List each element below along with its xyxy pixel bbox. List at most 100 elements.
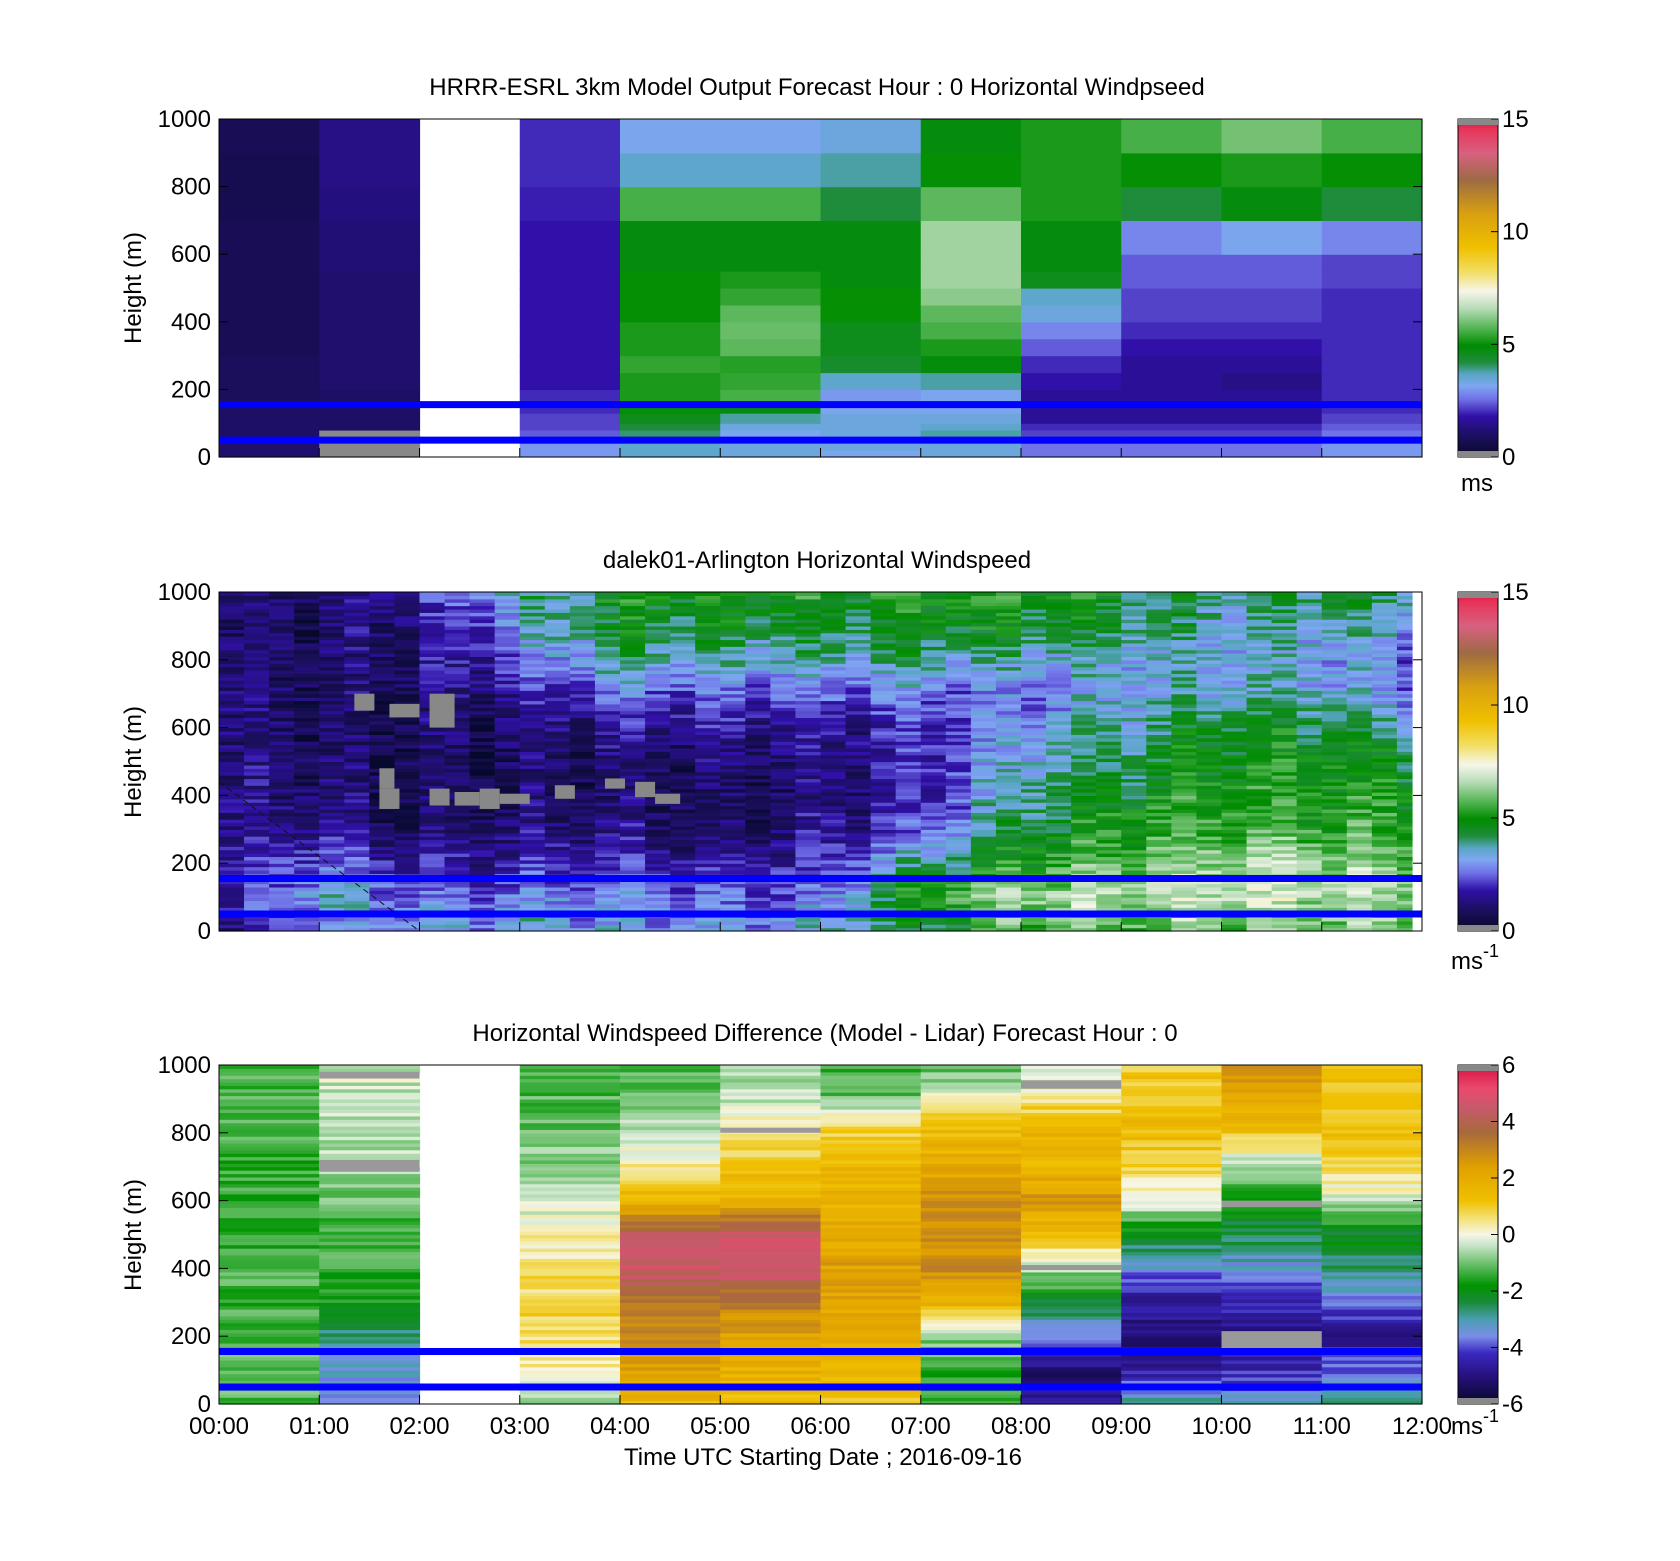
heatmap-cell — [920, 768, 947, 773]
heatmap-cell — [1096, 622, 1122, 627]
heatmap-cell — [1146, 856, 1172, 861]
heatmap-cell — [720, 907, 746, 912]
heatmap-cell — [820, 663, 847, 668]
heatmap-cell — [1321, 700, 1348, 705]
heatmap-cell — [820, 669, 847, 674]
heatmap-cell — [344, 612, 370, 617]
heatmap-cell — [319, 730, 345, 735]
heatmap-cell — [594, 629, 621, 634]
heatmap-cell — [344, 900, 370, 905]
heatmap-cell — [995, 598, 1022, 603]
heatmap-cell — [995, 836, 1022, 841]
heatmap-cell — [544, 700, 571, 705]
heatmap-cell — [1021, 615, 1047, 620]
heatmap-cell — [820, 886, 847, 891]
heatmap-cell — [920, 622, 947, 627]
heatmap-cell — [1321, 778, 1348, 783]
heatmap-cell — [1221, 734, 1248, 739]
heatmap-cell — [1296, 683, 1323, 688]
heatmap-cell — [1221, 429, 1323, 438]
heatmap-cell — [1271, 866, 1298, 871]
heatmap-cell — [519, 700, 546, 705]
heatmap-cell — [720, 866, 746, 871]
heatmap-cell — [995, 608, 1022, 613]
heatmap-cell — [845, 673, 872, 678]
heatmap-cell — [645, 629, 671, 634]
heatmap-cell — [294, 632, 320, 637]
heatmap-cell — [1346, 602, 1373, 607]
heatmap-cell — [244, 900, 270, 905]
heatmap-cell — [1096, 639, 1122, 644]
heatmap-cell — [720, 666, 746, 671]
heatmap-cell — [444, 703, 471, 708]
heatmap-cell — [895, 676, 922, 681]
heatmap-cell — [1271, 859, 1298, 864]
heatmap-cell — [1171, 853, 1198, 858]
heatmap-cell — [544, 653, 571, 658]
heatmap-cell — [594, 754, 621, 759]
heatmap-cell — [1021, 389, 1122, 404]
heatmap-cell — [1046, 622, 1072, 627]
heatmap-cell — [970, 880, 997, 885]
heatmap-cell — [494, 924, 521, 929]
heatmap-cell — [895, 805, 922, 810]
heatmap-cell — [494, 605, 521, 610]
heatmap-cell — [820, 629, 847, 634]
heatmap-cell — [344, 863, 370, 868]
heatmap-cell — [1096, 683, 1122, 688]
heatmap-cell — [820, 680, 847, 685]
heatmap-cell — [720, 602, 746, 607]
heatmap-cell — [469, 629, 496, 634]
heatmap-cell — [494, 778, 521, 783]
heatmap-cell — [620, 903, 646, 908]
heatmap-cell — [294, 615, 320, 620]
heatmap-cell — [770, 646, 797, 651]
heatmap-cell — [419, 673, 446, 678]
heatmap-cell — [770, 676, 797, 681]
heatmap-cell — [519, 727, 546, 732]
heatmap-cell — [1121, 629, 1147, 634]
heatmap-cell — [294, 629, 320, 634]
heatmap-cell — [620, 646, 646, 651]
heatmap-cell — [444, 595, 471, 600]
heatmap-cell — [1271, 592, 1298, 596]
heatmap-cell — [720, 615, 746, 620]
heatmap-cell — [795, 890, 822, 895]
heatmap-cell — [1321, 880, 1348, 885]
heatmap-cell — [1096, 863, 1122, 868]
heatmap-cell — [1246, 747, 1273, 752]
heatmap-cell — [1246, 927, 1273, 932]
heatmap-cell — [319, 744, 345, 749]
heatmap-cell — [494, 900, 521, 905]
heatmap-cell — [244, 903, 270, 908]
heatmap-cell — [1121, 649, 1147, 654]
heatmap-cell — [469, 720, 496, 725]
heatmap-cell — [444, 761, 471, 766]
heatmap-cell — [269, 842, 295, 847]
heatmap-cell — [645, 639, 671, 644]
heatmap-cell — [1346, 866, 1373, 871]
heatmap-cell — [419, 822, 446, 827]
heatmap-cell — [1146, 683, 1172, 688]
heatmap-cell — [1296, 741, 1323, 746]
heatmap-cell — [670, 693, 696, 698]
heatmap-cell — [1196, 598, 1223, 603]
heatmap-cell — [1121, 917, 1147, 922]
heatmap-cell — [1346, 795, 1373, 800]
heatmap-cell — [294, 761, 320, 766]
heatmap-cell — [419, 680, 446, 685]
heatmap-cell — [244, 920, 270, 925]
heatmap-cell — [1121, 802, 1147, 807]
heatmap-cell — [895, 629, 922, 634]
heatmap-cell — [344, 717, 370, 722]
heatmap-cell — [444, 598, 471, 603]
heatmap-cell — [845, 741, 872, 746]
heatmap-cell — [720, 927, 746, 932]
heatmap-cell — [1071, 900, 1097, 905]
heatmap-cell — [745, 734, 771, 739]
heatmap-cell — [720, 612, 746, 617]
heatmap-cell — [219, 710, 245, 715]
heatmap-cell — [770, 653, 797, 658]
heatmap-cell — [444, 822, 471, 827]
heatmap-cell — [820, 714, 847, 719]
